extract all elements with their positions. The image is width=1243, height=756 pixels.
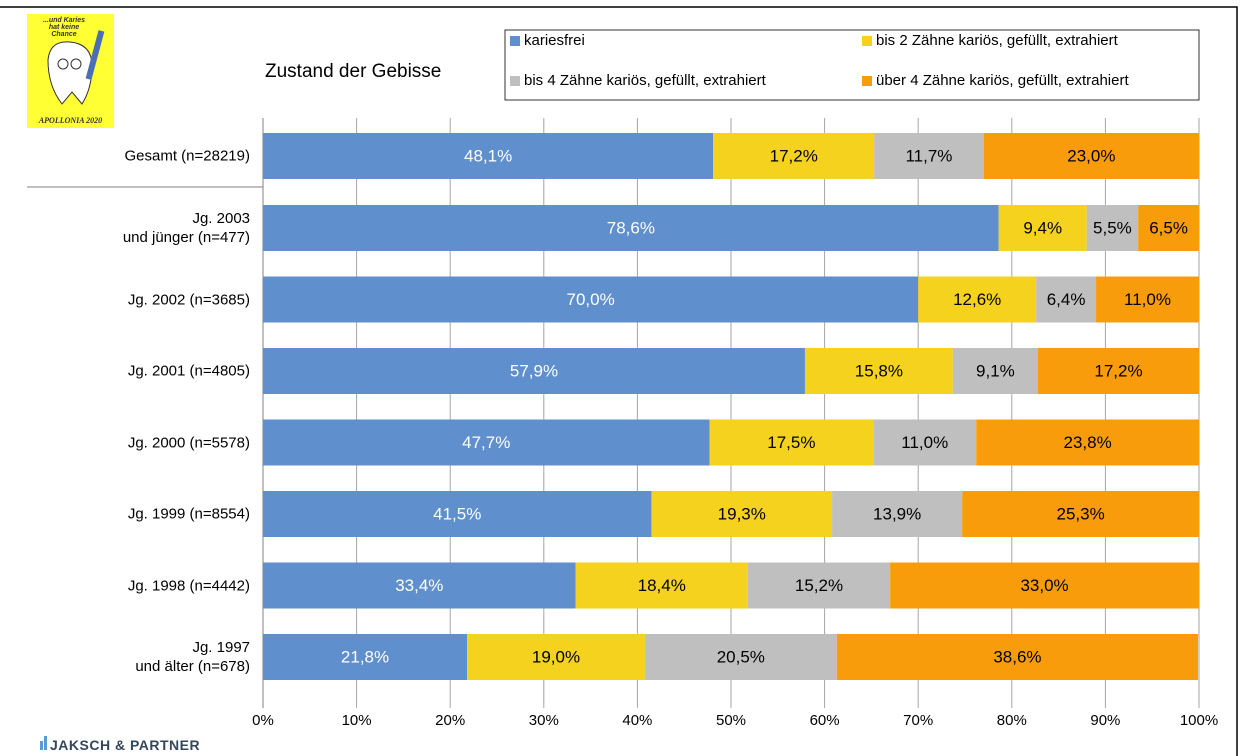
value-label: 23,0% — [1067, 146, 1115, 165]
y-tick-label: Jg. 2001 (n=4805) — [10, 362, 250, 381]
legend-marker — [862, 76, 872, 86]
brand-icon — [44, 736, 47, 750]
value-label: 18,4% — [638, 576, 686, 595]
value-label: 15,2% — [795, 576, 843, 595]
value-label: 48,1% — [464, 146, 512, 165]
value-label: 20,5% — [717, 647, 765, 666]
x-tick-label: 90% — [1090, 712, 1120, 729]
value-label: 78,6% — [607, 218, 655, 237]
y-tick-label: Jg. 2003 und jünger (n=477) — [10, 209, 250, 247]
value-label: 17,2% — [770, 146, 818, 165]
value-label: 25,3% — [1056, 504, 1104, 523]
x-tick-label: 80% — [997, 712, 1027, 729]
y-tick-label: Jg. 1997 und älter (n=678) — [10, 638, 250, 676]
logo-eye — [58, 59, 68, 69]
y-tick-label: Jg. 1998 (n=4442) — [10, 576, 250, 595]
x-tick-label: 60% — [810, 712, 840, 729]
value-label: 9,4% — [1023, 218, 1062, 237]
logo-slogan: ...und Karies hat keine Chance — [34, 17, 94, 38]
legend-marker — [510, 76, 520, 86]
x-tick-label: 30% — [529, 712, 559, 729]
value-label: 13,9% — [873, 504, 921, 523]
value-label: 33,4% — [395, 576, 443, 595]
chart-title: Zustand der Gebisse — [265, 61, 441, 82]
value-label: 11,0% — [901, 433, 948, 452]
value-label: 9,1% — [976, 361, 1015, 380]
value-label: 70,0% — [566, 290, 614, 309]
value-label: 47,7% — [462, 433, 510, 452]
value-label: 41,5% — [433, 504, 481, 523]
value-label: 21,8% — [341, 647, 389, 666]
value-label: 19,0% — [532, 647, 580, 666]
legend-marker — [862, 36, 872, 46]
value-label: 17,5% — [767, 433, 815, 452]
x-tick-label: 20% — [435, 712, 465, 729]
y-tick-label: Jg. 2002 (n=3685) — [10, 290, 250, 309]
page: Zustand der Gebisse 0% 10% 20% 30% 40% 50% 60%… — [0, 0, 1243, 756]
value-label: 11,7% — [905, 146, 952, 165]
y-tick-label: Jg. 1999 (n=8554) — [10, 505, 250, 524]
value-label: 11,0% — [1124, 290, 1171, 309]
value-label: 6,4% — [1047, 290, 1086, 309]
value-label: 57,9% — [510, 361, 558, 380]
footer-brand: JAKSCH & PARTNER — [50, 737, 200, 753]
x-tick-label: 10% — [342, 712, 372, 729]
legend-label: über 4 Zähne kariös, gefüllt, extrahiert — [876, 72, 1129, 89]
logo-name: APOLLONIA 2020 — [27, 116, 114, 125]
x-tick-label: 70% — [903, 712, 933, 729]
value-label: 6,5% — [1149, 218, 1188, 237]
legend-label: bis 2 Zähne kariös, gefüllt, extrahiert — [876, 32, 1119, 49]
legend-label: bis 4 Zähne kariös, gefüllt, extrahiert — [524, 72, 767, 89]
logo-eye — [71, 59, 81, 69]
x-tick-label: 100% — [1180, 712, 1218, 729]
legend-label: kariesfrei — [524, 32, 585, 49]
value-label: 5,5% — [1093, 218, 1132, 237]
x-tick-label: 50% — [716, 712, 746, 729]
x-tick-label: 40% — [622, 712, 652, 729]
value-label: 12,6% — [953, 290, 1001, 309]
value-label: 17,2% — [1094, 361, 1142, 380]
value-label: 19,3% — [718, 504, 766, 523]
value-label: 33,0% — [1020, 576, 1068, 595]
value-label: 15,8% — [855, 361, 903, 380]
value-label: 23,8% — [1064, 433, 1112, 452]
legend-marker — [510, 36, 520, 46]
value-label: 38,6% — [993, 647, 1041, 666]
y-tick-label: Gesamt (n=28219) — [10, 147, 250, 166]
x-tick-label: 0% — [252, 712, 274, 729]
brand-icon — [40, 741, 43, 750]
y-tick-label: Jg. 2000 (n=5578) — [10, 433, 250, 452]
